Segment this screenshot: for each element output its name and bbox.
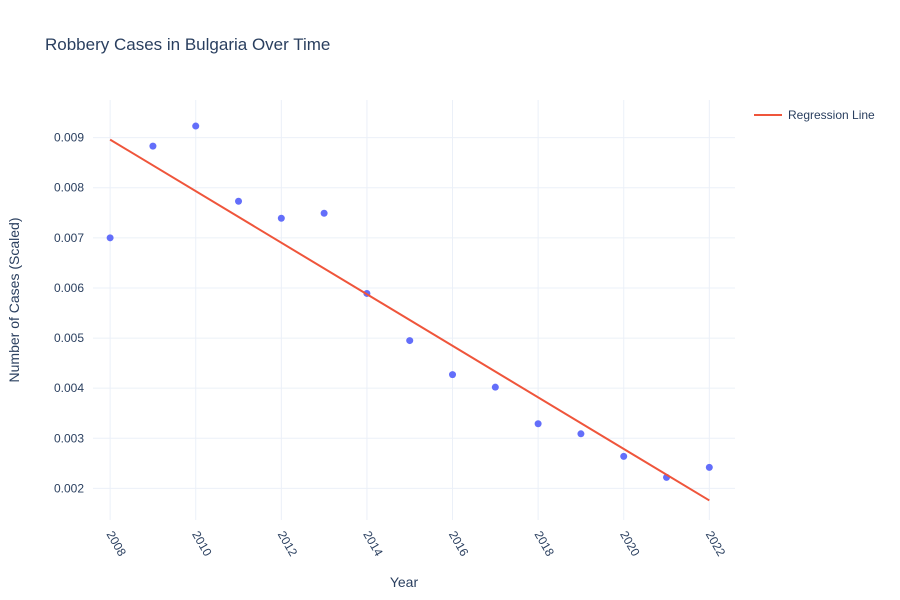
y-tick-label: 0.008 [54,181,84,195]
x-tick-label: 2018 [532,529,558,559]
y-tick-label: 0.004 [54,381,84,395]
data-point[interactable] [320,209,328,217]
data-point[interactable] [106,234,114,242]
data-point[interactable] [277,214,285,222]
data-point[interactable] [705,463,713,471]
data-point[interactable] [491,383,499,391]
data-point[interactable] [235,197,243,205]
y-tick-label: 0.002 [54,481,84,495]
plot-area [106,122,713,502]
data-point[interactable] [577,430,585,438]
x-tick-label: 2012 [275,529,301,559]
data-point[interactable] [149,142,157,150]
legend[interactable]: Regression Line [754,108,875,122]
data-point[interactable] [192,122,200,130]
y-tick-label: 0.006 [54,281,84,295]
axis-ticks: 0.002 0.003 0.004 0.005 0.006 0.007 0.008 0.009… [54,131,728,559]
y-axis-title: Number of Cases (Scaled) [6,218,22,383]
x-tick-label: 2008 [104,529,130,559]
legend-label: Regression Line [788,108,875,122]
x-tick-label: 2020 [617,529,643,559]
x-tick-label: 2016 [446,529,472,559]
y-tick-label: 0.009 [54,131,84,145]
y-tick-label: 0.007 [54,231,84,245]
y-tick-label: 0.005 [54,331,84,345]
data-point[interactable] [534,420,542,428]
x-axis-title: Year [390,574,419,590]
x-tick-label: 2010 [189,529,215,559]
y-tick-label: 0.003 [54,431,84,445]
data-point[interactable] [406,337,414,345]
data-point[interactable] [620,452,628,460]
chart-title: Robbery Cases in Bulgaria Over Time [45,35,330,54]
data-point[interactable] [449,371,457,379]
x-tick-label: 2014 [360,529,386,559]
x-tick-label: 2022 [703,529,729,559]
regression-line [109,138,710,502]
grid-lines [93,100,735,520]
